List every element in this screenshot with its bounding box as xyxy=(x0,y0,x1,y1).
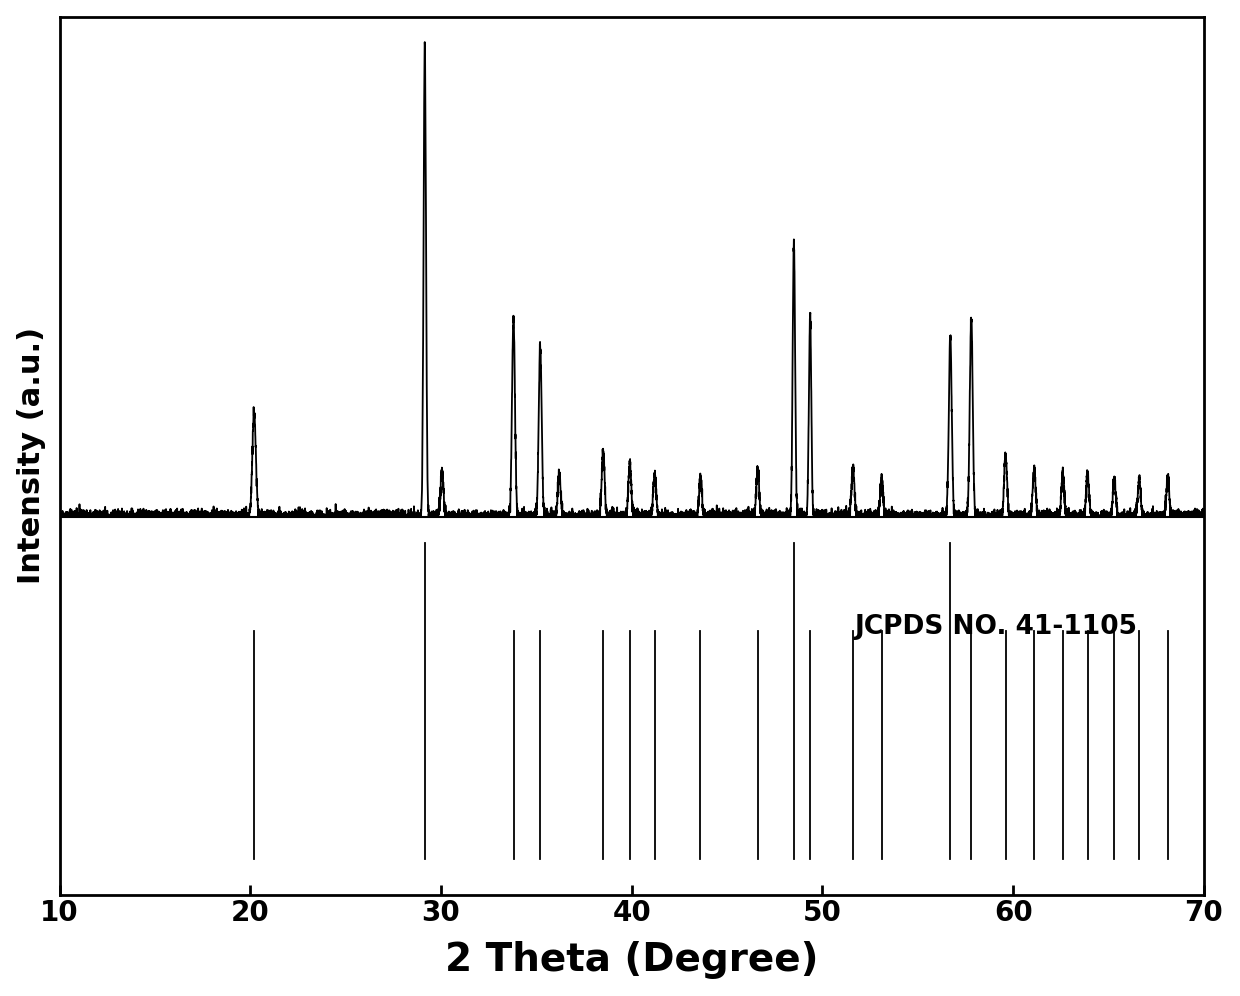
Text: JCPDS NO. 41-1105: JCPDS NO. 41-1105 xyxy=(854,614,1138,639)
X-axis label: 2 Theta (Degree): 2 Theta (Degree) xyxy=(445,941,818,979)
Y-axis label: Intensity (a.u.): Intensity (a.u.) xyxy=(16,327,46,585)
